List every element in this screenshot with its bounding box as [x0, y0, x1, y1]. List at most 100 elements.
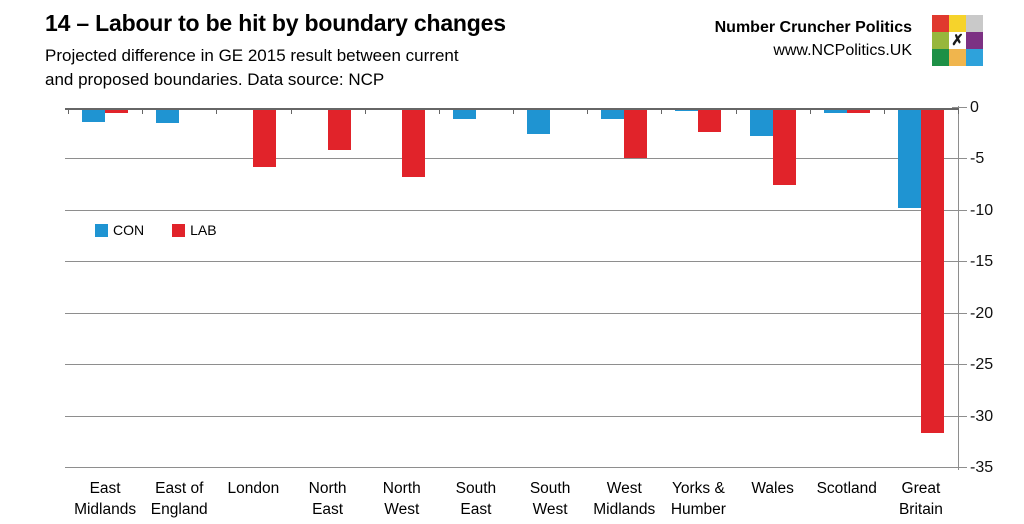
y-axis-line: [958, 106, 959, 470]
y-axis-tick: [952, 364, 967, 366]
x-label-south-east: South East: [431, 478, 521, 520]
y-axis-tick: [952, 158, 967, 160]
gridline--35: [65, 467, 958, 468]
y-tick-label--35: -35: [970, 459, 994, 476]
x-label-great-britain: Great Britain: [876, 478, 966, 520]
category-tick: [290, 108, 292, 114]
category-tick: [68, 108, 69, 114]
x-label-line: Britain: [898, 501, 943, 518]
category-tick: [438, 108, 440, 114]
x-label-line: Wales: [751, 480, 794, 497]
bar-lab-north-east: [327, 108, 351, 151]
bar-con-south-east: [452, 108, 476, 120]
x-label-line: Midlands: [593, 501, 656, 518]
bar-lab-west-midlands: [624, 108, 648, 159]
gridline--10: [65, 209, 958, 211]
logo-cell: [949, 49, 966, 66]
gridline--30: [65, 415, 958, 417]
y-tick-label-0: 0: [970, 99, 979, 116]
category-tick: [735, 108, 737, 114]
y-axis-tick: [952, 261, 967, 263]
legend-item-lab: LAB: [172, 222, 217, 238]
bar-con-east-midlands: [82, 108, 106, 123]
ballot-x-icon: ✗: [951, 32, 964, 49]
x-label-east-of-england: East of England: [134, 478, 224, 520]
logo-cell: [932, 15, 949, 32]
x-label-east-midlands: East Midlands: [60, 478, 150, 520]
chart-subtitle-line2: and proposed boundaries. Data source: NC…: [45, 70, 385, 89]
ncp-logo-icon: ✗: [932, 15, 983, 66]
logo-cell: [949, 15, 966, 32]
category-tick: [364, 108, 366, 114]
x-label-south-west: South West: [505, 478, 595, 520]
logo-cell: [966, 49, 983, 66]
x-label-london: London: [208, 478, 298, 499]
x-label-line: Midlands: [74, 501, 137, 518]
y-tick-label--30: -30: [970, 407, 994, 425]
bar-lab-north-west: [401, 108, 425, 177]
bar-lab-scotland: [846, 108, 870, 114]
x-label-line: South: [455, 480, 497, 497]
y-axis-tick: [952, 107, 967, 108]
x-label-line: West: [384, 501, 420, 518]
x-label-yorks-humber: Yorks & Humber: [653, 478, 743, 520]
y-tick-label--5: -5: [970, 150, 985, 168]
y-axis-tick: [952, 312, 967, 314]
x-label-line: West: [532, 501, 568, 518]
x-label-line: East of: [155, 480, 204, 497]
x-label-wales: Wales: [728, 478, 818, 499]
y-tick-label--20: -20: [970, 304, 994, 322]
bar-con-west-midlands: [601, 108, 625, 120]
y-tick-label--25: -25: [970, 356, 994, 374]
bar-con-scotland: [823, 108, 847, 114]
bar-lab-great-britain: [920, 108, 944, 434]
zero-axis-line: [65, 108, 958, 110]
brand-url: www.NCPolitics.UK: [773, 42, 912, 59]
y-axis-tick: [952, 415, 967, 417]
legend-label-con: CON: [113, 222, 145, 238]
x-label-west-midlands: West Midlands: [579, 478, 669, 520]
logo-cell: [966, 32, 983, 49]
x-label-line: Humber: [670, 501, 726, 518]
x-label-line: South: [529, 480, 571, 497]
category-tick: [216, 108, 218, 114]
legend-swatch-con: [95, 223, 108, 237]
legend-item-con: CON: [95, 222, 144, 238]
gridline--20: [65, 312, 958, 314]
chart-title: 14 – Labour to be hit by boundary change…: [45, 10, 506, 36]
category-tick: [142, 108, 144, 114]
logo-cell: ✗: [949, 32, 966, 49]
category-tick: [883, 108, 885, 114]
x-label-line: Scotland: [816, 480, 877, 497]
category-tick: [809, 108, 811, 114]
bar-lab-yorks-humber: [698, 108, 722, 132]
x-label-line: Yorks &: [671, 480, 725, 497]
brand-block: Number Cruncher Politics www.NCPolitics.…: [715, 16, 912, 62]
x-label-line: East: [89, 480, 121, 497]
gridline--15: [65, 261, 958, 263]
logo-cell: [932, 32, 949, 49]
gridline--25: [65, 364, 958, 366]
legend-swatch-lab: [172, 223, 186, 237]
bar-con-south-west: [527, 108, 551, 134]
bar-lab-london: [253, 108, 277, 167]
bar-con-wales: [749, 108, 773, 136]
y-axis-tick: [952, 467, 967, 468]
x-label-north-west: North West: [357, 478, 447, 520]
x-label-line: London: [227, 480, 280, 497]
chart-subtitle-line1: Projected difference in GE 2015 result b…: [45, 46, 459, 65]
brand-name: Number Cruncher Politics: [714, 19, 912, 36]
x-label-north-east: North East: [283, 478, 373, 520]
x-label-line: England: [150, 501, 208, 518]
bar-con-great-britain: [897, 108, 921, 208]
x-label-line: East: [460, 501, 492, 518]
logo-cell: [932, 49, 949, 66]
y-tick-label--15: -15: [970, 253, 994, 271]
bar-con-east-of-england: [156, 108, 180, 124]
x-label-line: East: [312, 501, 344, 518]
x-label-line: West: [606, 480, 642, 497]
y-tick-label--10: -10: [970, 201, 994, 219]
plot-area: [65, 108, 959, 468]
gridline--5: [65, 158, 958, 160]
